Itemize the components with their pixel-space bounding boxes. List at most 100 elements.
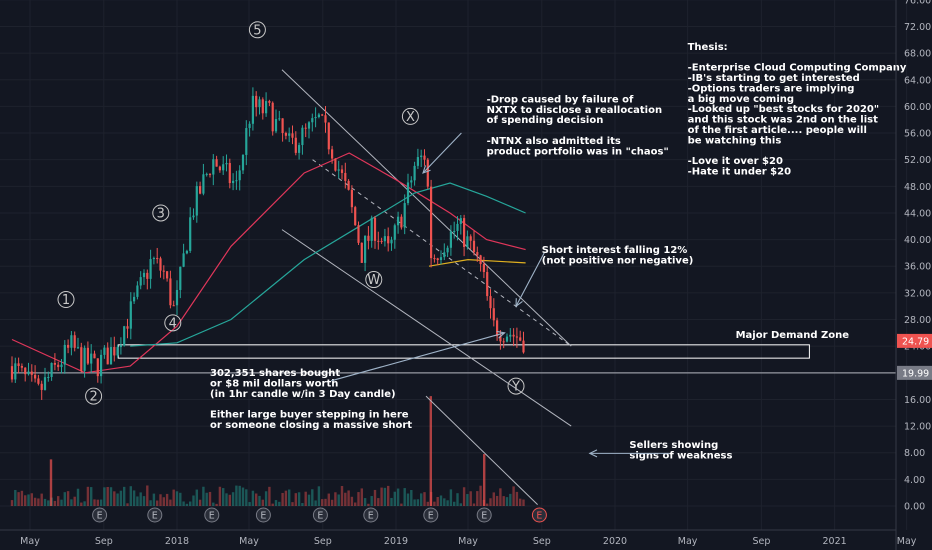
earnings-circle [423, 507, 439, 523]
volume-bar [33, 497, 37, 506]
candle-body [519, 337, 522, 341]
annotation-line: -Enterprise Cloud Computing Company [688, 63, 907, 74]
candle-body [228, 163, 231, 184]
y-tick-label: 12.00 [904, 422, 931, 433]
candle-body [271, 102, 274, 132]
volume-bar [264, 491, 268, 506]
annotation-line: be watching this [688, 135, 782, 146]
candle-body [406, 182, 410, 204]
annotation-line: -Options traders are implying [688, 83, 855, 94]
arrow-head [588, 449, 598, 458]
candle-body [162, 270, 165, 272]
candle-body [416, 157, 419, 166]
volume-bar [512, 486, 515, 506]
annotation-line: -IB's starting to get interested [688, 73, 860, 84]
channel-line [281, 229, 572, 427]
candle-body [486, 272, 489, 297]
candle-body [364, 235, 367, 263]
candle-body [482, 264, 485, 273]
volume-bar [449, 489, 453, 506]
candle-body [288, 133, 291, 136]
volume-bar [489, 498, 492, 506]
volume-bar [123, 486, 126, 506]
y-tick-label: 48.00 [904, 182, 931, 193]
annotation: Short interest falling 12%(not positive … [542, 245, 694, 266]
volume-bar [225, 493, 228, 506]
volume-bar [24, 495, 27, 506]
volume-bar [380, 487, 383, 506]
candle-body [496, 320, 499, 337]
volume-bar [126, 503, 129, 506]
volume-bar [324, 498, 327, 506]
annotation-line: -Drop caused by failure of [487, 94, 634, 105]
volume-bar [377, 498, 380, 506]
wave-circle [152, 204, 170, 222]
candle-body [166, 271, 169, 279]
volume-bar [383, 487, 387, 506]
volume-bar [73, 496, 76, 506]
candle-body [360, 242, 363, 263]
y-tick-label: 40.00 [904, 235, 931, 246]
candle-body [159, 258, 162, 271]
volume-bar [423, 492, 426, 506]
wave-label: Y [507, 377, 525, 395]
volume-bar [439, 495, 443, 506]
volume-bar [420, 493, 423, 506]
candle-body [63, 344, 66, 365]
annotation-line: Either large buyer stepping in here [210, 410, 409, 421]
volume-bar [436, 496, 439, 506]
volume-bar [459, 503, 462, 506]
candle-body [116, 347, 119, 356]
volume-bar [416, 499, 420, 506]
candle-body [456, 223, 459, 231]
volume-bar [509, 493, 512, 506]
volume-bar [152, 493, 156, 506]
volume-bar [486, 503, 489, 506]
annotation-line: signs of weakness [629, 450, 732, 461]
volume-bar [198, 499, 202, 506]
arrow [422, 132, 462, 174]
y-tick-label: 72.00 [904, 22, 931, 33]
earnings-marker: E [363, 507, 379, 523]
candle-body [238, 170, 241, 181]
candle-body [393, 225, 396, 240]
volume-bar [76, 488, 80, 506]
earnings-circle [476, 507, 492, 523]
candle-body [258, 99, 261, 108]
candle-body [172, 305, 175, 307]
earnings-marker: E [92, 507, 108, 523]
earnings-marker: E [204, 507, 220, 523]
arrow-shaft [331, 332, 505, 382]
candle-body [30, 371, 33, 375]
wave-text: 3 [157, 206, 165, 221]
candle-body [298, 145, 301, 153]
arrow-head [422, 165, 431, 174]
annotation: Thesis: -Enterprise Cloud Computing Compa… [688, 42, 907, 178]
volume-bar [132, 490, 136, 506]
volume-bar [159, 494, 162, 506]
candle-body [466, 236, 469, 247]
volume-bar [393, 491, 396, 506]
earnings-circle [147, 507, 163, 523]
candle-body [103, 347, 106, 355]
price-tag-label: 19.99 [902, 368, 929, 379]
candle-body [10, 366, 14, 380]
wave-text: Y [511, 380, 520, 395]
candle-body [499, 336, 502, 342]
candle-body [463, 218, 466, 247]
volume-bar [40, 493, 43, 506]
candle-body [512, 334, 515, 337]
annotation-line: a big move coming [688, 94, 794, 105]
earnings-letter: E [536, 511, 542, 522]
volume-bar [93, 499, 96, 506]
volume-bar [403, 488, 406, 506]
candle-body [311, 118, 314, 123]
volume-bar [57, 496, 60, 506]
candle-body [100, 354, 103, 377]
wave-text: 4 [169, 316, 177, 331]
volume-bar [255, 493, 258, 506]
volume-bar [354, 502, 357, 506]
candle-body [327, 122, 330, 150]
